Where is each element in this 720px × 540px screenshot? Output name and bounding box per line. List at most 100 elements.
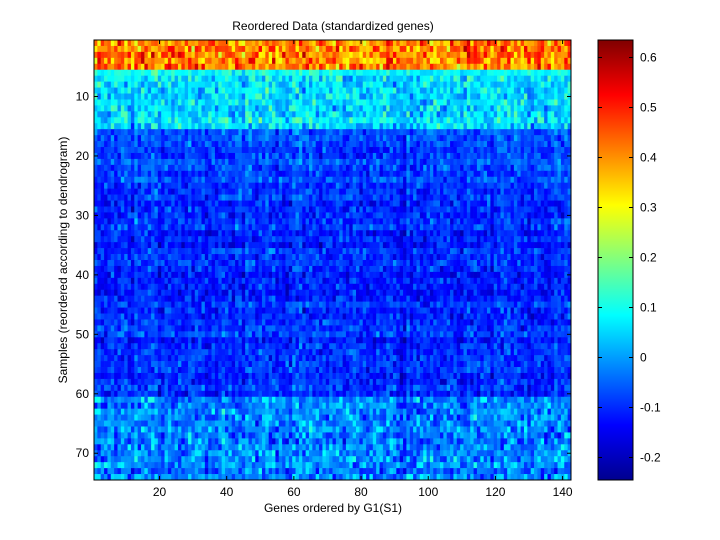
heatmap-cell xyxy=(557,164,562,172)
heatmap-cell xyxy=(137,206,142,213)
heatmap-cell xyxy=(248,176,253,184)
heatmap-cell xyxy=(510,182,515,189)
heatmap-cell xyxy=(134,45,139,53)
heatmap-cell xyxy=(218,147,222,154)
heatmap-cell xyxy=(319,117,323,124)
heatmap-cell xyxy=(255,230,259,237)
heatmap-cell xyxy=(298,242,303,249)
heatmap-cell xyxy=(177,111,182,118)
heatmap-cell xyxy=(221,236,226,243)
heatmap-cell xyxy=(214,40,219,47)
heatmap-cell xyxy=(493,141,498,148)
heatmap-cell xyxy=(537,99,542,106)
heatmap-cell xyxy=(292,200,296,207)
heatmap-cell xyxy=(157,158,162,166)
heatmap-cell xyxy=(104,81,108,88)
heatmap-cell xyxy=(349,129,354,136)
heatmap-cell xyxy=(238,212,243,219)
heatmap-cell xyxy=(322,230,327,237)
heatmap-cell xyxy=(379,135,384,142)
heatmap-cell xyxy=(167,105,172,112)
heatmap-cell xyxy=(171,182,175,189)
heatmap-cell xyxy=(544,111,548,118)
heatmap-cell xyxy=(302,212,306,219)
heatmap-cell xyxy=(463,188,468,195)
heatmap-cell xyxy=(114,57,118,65)
heatmap-cell xyxy=(231,99,236,106)
heatmap-cell xyxy=(282,45,286,53)
heatmap-cell xyxy=(201,164,206,172)
heatmap-cell xyxy=(258,147,263,154)
heatmap-cell xyxy=(305,170,310,178)
heatmap-cell xyxy=(124,57,128,65)
heatmap-cell xyxy=(567,182,572,189)
heatmap-cell xyxy=(547,111,552,118)
heatmap-cell xyxy=(110,218,115,225)
heatmap-cell xyxy=(379,194,384,201)
heatmap-cell xyxy=(141,224,145,231)
heatmap-cell xyxy=(241,147,246,154)
heatmap-cell xyxy=(557,111,562,118)
heatmap-cell xyxy=(278,242,283,249)
heatmap-cell xyxy=(114,93,118,100)
heatmap-cell xyxy=(335,57,340,65)
heatmap-cell xyxy=(497,218,501,225)
heatmap-cell xyxy=(450,230,454,237)
heatmap-cell xyxy=(198,200,202,207)
heatmap-cell xyxy=(540,57,545,65)
heatmap-cell xyxy=(503,57,508,65)
heatmap-cell xyxy=(124,188,128,195)
heatmap-cell xyxy=(409,135,414,142)
heatmap-cell xyxy=(493,93,498,100)
heatmap-cell xyxy=(161,182,165,189)
heatmap-cell xyxy=(265,164,270,172)
heatmap-cell xyxy=(130,212,135,219)
heatmap-cell xyxy=(319,176,323,184)
heatmap-cell xyxy=(419,230,424,237)
heatmap-cell xyxy=(194,99,199,106)
heatmap-cell xyxy=(110,147,115,154)
heatmap-cell xyxy=(292,75,296,82)
heatmap-cell xyxy=(157,164,162,172)
heatmap-cell xyxy=(315,63,320,71)
heatmap-cell xyxy=(305,40,310,47)
heatmap-cell xyxy=(497,63,501,71)
heatmap-cell xyxy=(167,135,172,142)
heatmap-cell xyxy=(513,218,518,225)
heatmap-cell xyxy=(540,129,545,136)
heatmap-cell xyxy=(312,135,317,142)
heatmap-cell xyxy=(315,236,320,243)
heatmap-cell xyxy=(487,81,491,88)
heatmap-cell xyxy=(319,188,323,195)
heatmap-cell xyxy=(278,176,283,184)
heatmap-cell xyxy=(151,135,155,142)
heatmap-cell xyxy=(564,194,568,201)
heatmap-cell xyxy=(292,105,296,112)
heatmap-cell xyxy=(520,170,525,178)
heatmap-cell xyxy=(251,236,256,243)
heatmap-cell xyxy=(191,117,196,124)
heatmap-cell xyxy=(181,158,186,166)
heatmap-cell xyxy=(476,152,481,160)
heatmap-cell xyxy=(130,69,135,77)
heatmap-cell xyxy=(228,87,233,94)
heatmap-cell xyxy=(399,200,404,207)
heatmap-cell xyxy=(211,242,216,249)
heatmap-cell xyxy=(127,224,132,231)
heatmap-cell xyxy=(443,176,448,184)
heatmap-cell xyxy=(278,75,283,82)
heatmap-cell xyxy=(335,81,340,88)
heatmap-cell xyxy=(285,45,290,53)
heatmap-cell xyxy=(235,87,239,94)
heatmap-cell xyxy=(399,242,404,249)
heatmap-cell xyxy=(406,158,411,166)
heatmap-cell xyxy=(507,188,511,195)
heatmap-cell xyxy=(278,158,283,166)
heatmap-cell xyxy=(450,170,454,178)
heatmap-cell xyxy=(352,206,357,213)
heatmap-cell xyxy=(184,158,189,166)
heatmap-cell xyxy=(416,81,421,88)
heatmap-cell xyxy=(288,57,293,65)
heatmap-cell xyxy=(308,206,313,213)
heatmap-cell xyxy=(164,93,169,100)
